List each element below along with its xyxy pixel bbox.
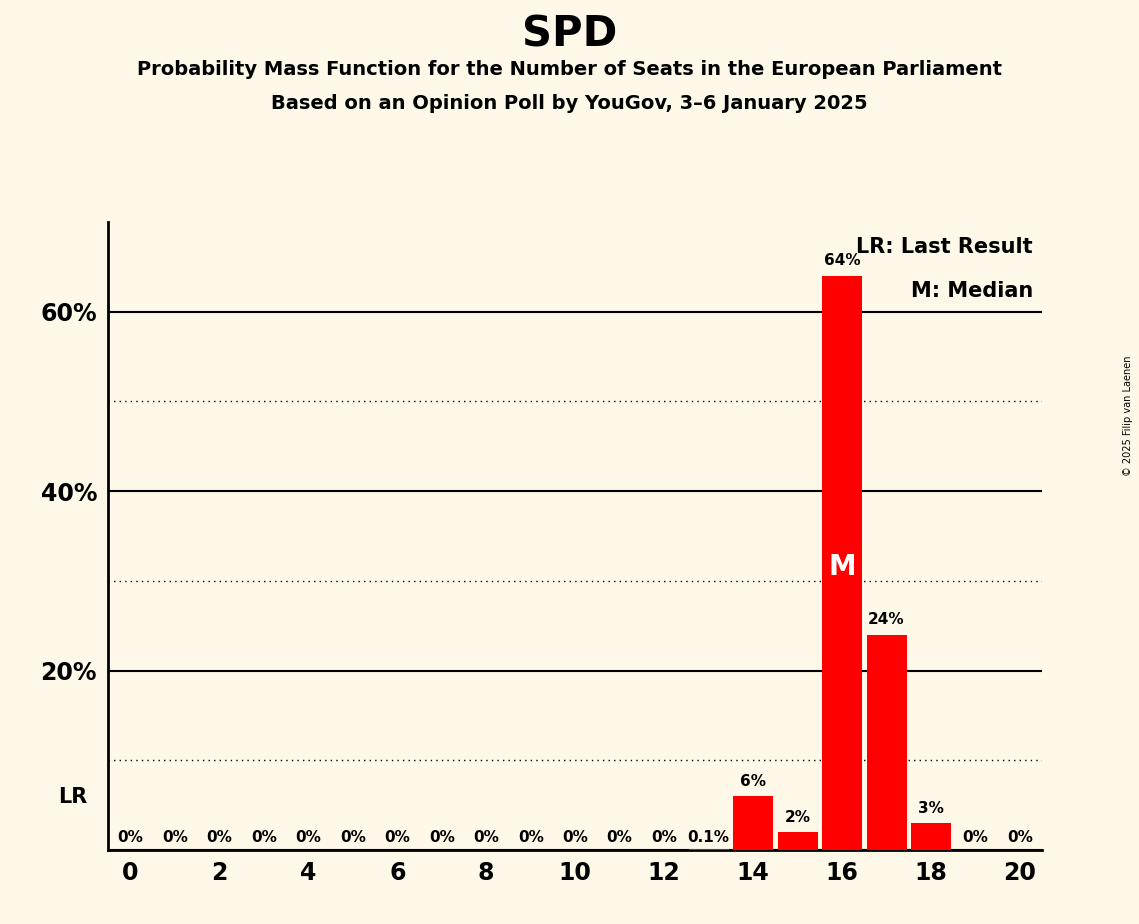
- Text: M: Median: M: Median: [910, 282, 1033, 301]
- Text: 0.1%: 0.1%: [688, 830, 730, 845]
- Text: 0%: 0%: [295, 830, 321, 845]
- Text: 0%: 0%: [607, 830, 632, 845]
- Text: 0%: 0%: [339, 830, 366, 845]
- Text: 0%: 0%: [474, 830, 499, 845]
- Text: 0%: 0%: [1007, 830, 1033, 845]
- Text: 0%: 0%: [563, 830, 588, 845]
- Text: 0%: 0%: [206, 830, 232, 845]
- Text: LR: Last Result: LR: Last Result: [857, 237, 1033, 258]
- Text: 0%: 0%: [162, 830, 188, 845]
- Text: 0%: 0%: [117, 830, 144, 845]
- Text: 0%: 0%: [652, 830, 677, 845]
- Text: LR: LR: [58, 787, 88, 808]
- Bar: [778, 833, 818, 850]
- Text: 0%: 0%: [962, 830, 989, 845]
- Bar: [734, 796, 773, 850]
- Text: 64%: 64%: [823, 253, 860, 269]
- Bar: [911, 823, 951, 850]
- Text: 0%: 0%: [518, 830, 543, 845]
- Bar: [867, 635, 907, 850]
- Text: 3%: 3%: [918, 801, 944, 816]
- Text: 0%: 0%: [428, 830, 454, 845]
- Text: 24%: 24%: [868, 613, 904, 627]
- Text: 0%: 0%: [384, 830, 410, 845]
- Text: © 2025 Filip van Laenen: © 2025 Filip van Laenen: [1123, 356, 1133, 476]
- Text: M: M: [828, 553, 855, 581]
- Text: 2%: 2%: [785, 810, 811, 825]
- Text: Based on an Opinion Poll by YouGov, 3–6 January 2025: Based on an Opinion Poll by YouGov, 3–6 …: [271, 94, 868, 114]
- Text: Probability Mass Function for the Number of Seats in the European Parliament: Probability Mass Function for the Number…: [137, 60, 1002, 79]
- Text: 0%: 0%: [251, 830, 277, 845]
- Text: 6%: 6%: [740, 774, 767, 789]
- Bar: [822, 275, 862, 850]
- Text: SPD: SPD: [522, 14, 617, 55]
